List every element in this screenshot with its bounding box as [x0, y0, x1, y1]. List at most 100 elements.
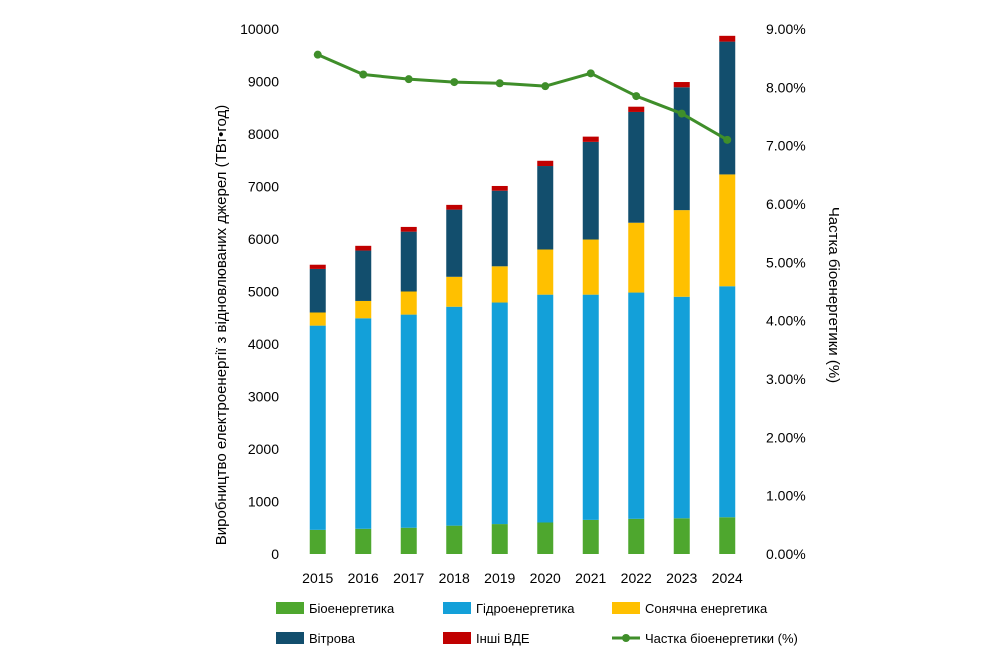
bar-segment: [309, 268, 326, 313]
right-tick-label: 9.00%: [766, 21, 806, 37]
bar-segment: [582, 519, 599, 554]
legend-label: Вітрова: [309, 631, 356, 646]
legend: Біоенергетика Гідроенергетика Сонячна енер…: [276, 601, 798, 646]
right-tick-label: 4.00%: [766, 313, 806, 329]
bar-segment: [491, 302, 508, 525]
legend-label: Гідроенергетика: [476, 601, 575, 616]
right-axis-ticks: 0.00% 1.00% 2.00% 3.00% 4.00% 5.00% 6.00% 7.00%…: [766, 21, 806, 562]
left-tick-label: 3000: [248, 389, 279, 405]
bar-segment: [446, 525, 463, 554]
legend-label: Частка біоенергетики (%): [645, 631, 798, 646]
left-tick-label: 10000: [240, 21, 279, 37]
x-tick-label: 2018: [439, 570, 470, 586]
bar-segment: [355, 245, 372, 251]
x-tick-label: 2020: [530, 570, 561, 586]
x-tick-label: 2021: [575, 570, 606, 586]
bar-segment: [673, 296, 690, 519]
right-tick-label: 1.00%: [766, 488, 806, 504]
bar-segment: [309, 312, 326, 326]
legend-swatch: [276, 602, 304, 614]
bar-segment: [719, 41, 736, 175]
left-axis-ticks: 0 1000 2000 3000 4000 5000 6000 7000 8000 9000 100…: [240, 21, 279, 562]
share-point: [541, 82, 550, 91]
legend-label: Біоенергетика: [309, 601, 395, 616]
left-tick-label: 8000: [248, 126, 279, 142]
bar-segment: [355, 300, 372, 319]
x-tick-label: 2022: [621, 570, 652, 586]
bar-segment: [719, 286, 736, 518]
right-tick-label: 6.00%: [766, 196, 806, 212]
legend-swatch: [443, 602, 471, 614]
bar-segment: [582, 136, 599, 142]
bar-segment: [537, 294, 554, 523]
right-tick-label: 0.00%: [766, 546, 806, 562]
bar-segment: [491, 524, 508, 554]
left-tick-label: 1000: [248, 494, 279, 510]
legend-swatch: [276, 632, 304, 644]
bar-segment: [491, 185, 508, 191]
bar-segment: [355, 250, 372, 301]
right-tick-label: 3.00%: [766, 371, 806, 387]
bar-segment: [400, 527, 417, 554]
legend-label: Інші ВДЕ: [476, 631, 530, 646]
bar-segment: [582, 239, 599, 295]
share-point: [677, 109, 686, 118]
bar-segment: [673, 87, 690, 211]
bar-segment: [446, 209, 463, 277]
legend-swatch: [612, 602, 640, 614]
left-tick-label: 0: [271, 546, 279, 562]
share-point: [313, 50, 322, 59]
bar-segment: [719, 517, 736, 554]
x-tick-label: 2019: [484, 570, 515, 586]
left-tick-label: 6000: [248, 231, 279, 247]
share-point: [450, 78, 459, 87]
bar-segment: [355, 318, 372, 529]
bar-segment: [628, 222, 645, 293]
bar-segment: [446, 204, 463, 210]
bar-segment: [673, 82, 690, 88]
left-tick-label: 9000: [248, 74, 279, 90]
bar-segment: [582, 141, 599, 240]
legend-label: Сонячна енергетика: [645, 601, 768, 616]
bar-segment: [309, 325, 326, 530]
bar-segment: [628, 518, 645, 554]
share-point: [359, 70, 368, 79]
x-tick-label: 2016: [348, 570, 379, 586]
left-tick-label: 2000: [248, 441, 279, 457]
x-tick-label: 2017: [393, 570, 424, 586]
bar-segment: [537, 522, 554, 554]
left-axis-title: Виробництво електроенергії з відновлюван…: [213, 105, 230, 546]
bioenergy-share-line: [313, 50, 732, 144]
bar-segment: [537, 249, 554, 295]
right-tick-label: 8.00%: [766, 79, 806, 95]
bar-segment: [673, 210, 690, 297]
bar-segment: [673, 518, 690, 554]
bars: [309, 35, 736, 554]
bar-segment: [355, 528, 372, 554]
share-point: [723, 135, 732, 144]
bar-segment: [628, 111, 645, 223]
bar-segment: [491, 190, 508, 267]
bar-segment: [719, 35, 736, 42]
right-axis-title: Частка біоенергетики (%): [825, 207, 842, 383]
x-tick-label: 2023: [666, 570, 697, 586]
left-tick-label: 5000: [248, 284, 279, 300]
bar-segment: [400, 226, 417, 232]
right-tick-label: 7.00%: [766, 138, 806, 154]
legend-swatch-marker: [622, 634, 630, 642]
bar-segment: [309, 264, 326, 269]
left-tick-label: 7000: [248, 179, 279, 195]
bar-segment: [400, 291, 417, 315]
x-tick-label: 2024: [712, 570, 743, 586]
share-point: [495, 79, 504, 88]
share-point: [586, 69, 595, 78]
bar-segment: [491, 266, 508, 303]
bar-segment: [628, 292, 645, 519]
bar-segment: [719, 174, 736, 287]
x-tick-label: 2015: [302, 570, 333, 586]
share-point: [404, 75, 413, 84]
bar-segment: [446, 306, 463, 526]
left-tick-label: 4000: [248, 336, 279, 352]
